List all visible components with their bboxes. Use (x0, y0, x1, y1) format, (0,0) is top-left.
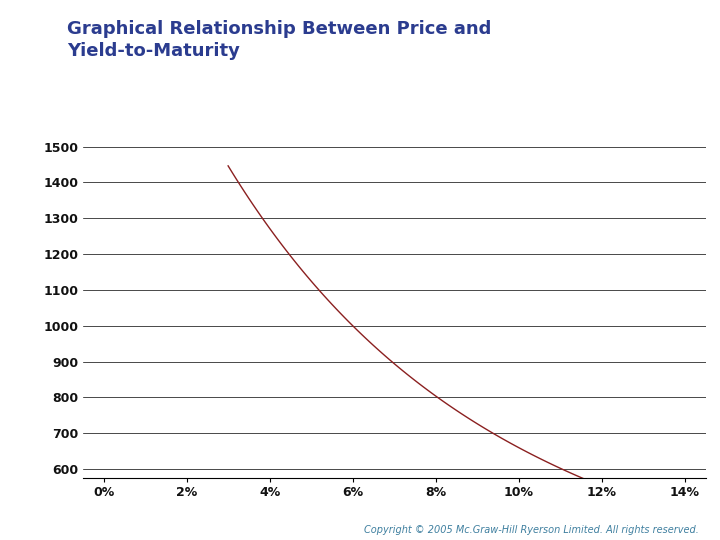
Text: Copyright © 2005 Mc.Graw-Hill Ryerson Limited. All rights reserved.: Copyright © 2005 Mc.Graw-Hill Ryerson Li… (364, 524, 698, 535)
Text: Graphical Relationship Between Price and
Yield-to-Maturity: Graphical Relationship Between Price and… (67, 20, 491, 60)
Text: 7.7: 7.7 (10, 37, 37, 52)
